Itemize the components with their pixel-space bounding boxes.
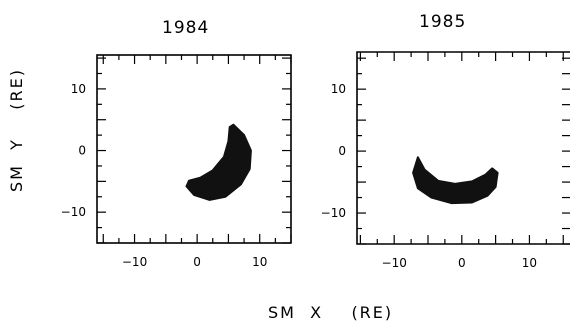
y-tick-label: −10 [61, 205, 86, 219]
x-tick-label: 0 [193, 255, 201, 269]
crescent-region-1985 [412, 156, 499, 205]
y-tick-label: 0 [78, 144, 86, 158]
plot-frame-1985 [356, 51, 570, 245]
x-tick-label: −10 [122, 255, 147, 269]
x-tick-label: 10 [252, 255, 267, 269]
y-tick-label: 0 [338, 144, 346, 158]
panel-1985: −10 0 10 −10 0 10 [321, 51, 570, 270]
panel-title-1984: 1984 [162, 18, 210, 38]
x-tick-label: 10 [522, 256, 537, 270]
plot-frame-1984 [96, 54, 292, 244]
y-tick-label: 10 [331, 82, 346, 96]
x-axis-label: SM X (RE) [268, 303, 394, 322]
crescent-region-1984 [185, 123, 252, 201]
y-tick-label: −10 [321, 206, 346, 220]
panel-1984: −10 0 10 −10 0 10 [61, 54, 292, 269]
x-tick-label: 0 [458, 256, 466, 270]
x-tick-label: −10 [382, 256, 407, 270]
y-tick-label: 10 [71, 82, 86, 96]
panel-title-1985: 1985 [419, 12, 467, 32]
